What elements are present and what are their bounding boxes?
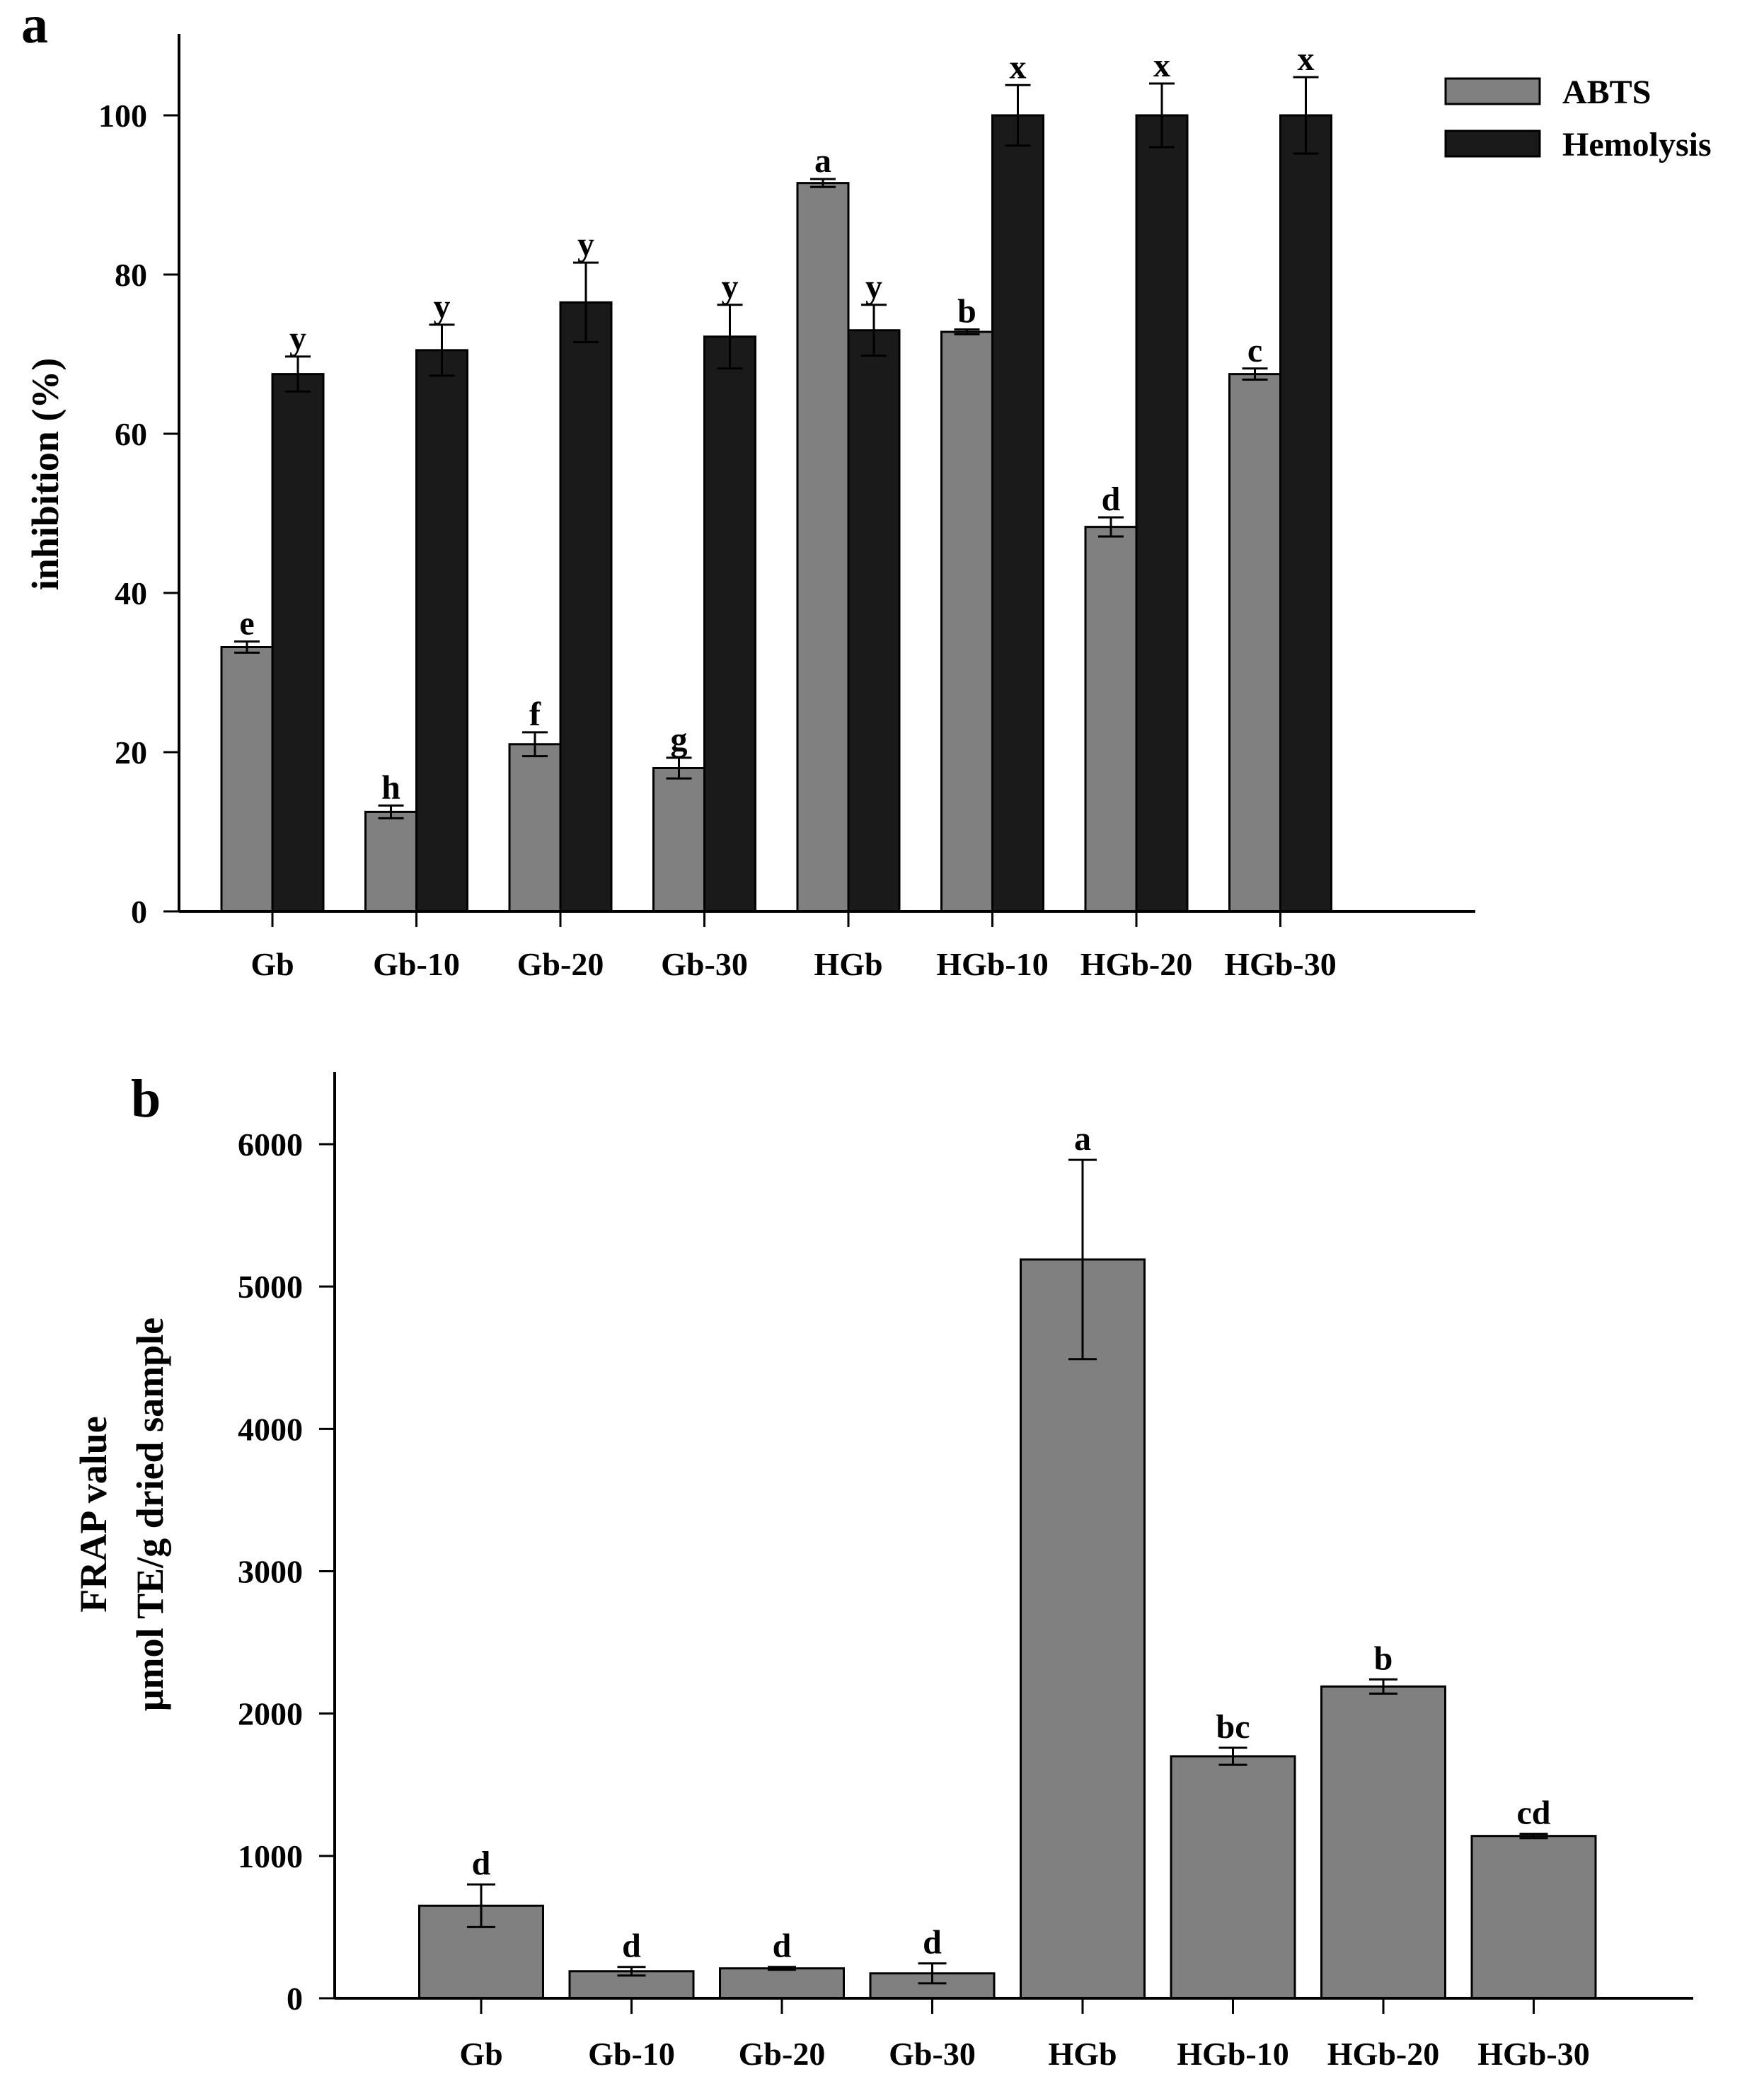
bar-hemolysis-gb-20 <box>559 301 613 913</box>
significance-label: d <box>1102 480 1121 518</box>
x-tick-label: HGb-10 <box>936 946 1048 982</box>
bar-hemolysis-gb <box>271 373 325 913</box>
legend-hemolysis-swatch <box>1444 129 1541 158</box>
y-tick-label: 0 <box>131 894 147 930</box>
y-tick-label: 20 <box>115 734 147 771</box>
bar-frap-gb-20 <box>719 1967 845 2000</box>
x-tick-label: Gb-30 <box>889 2036 976 2072</box>
x-tick-label: HGb-10 <box>1177 2036 1289 2072</box>
significance-label: bc <box>1216 1708 1250 1746</box>
x-tick-label: Gb-10 <box>588 2036 675 2072</box>
bar-abts-hgb <box>796 182 850 913</box>
bar-frap-hgb-10 <box>1170 1755 1296 2000</box>
significance-label: e <box>239 605 254 642</box>
y-tick-label: 5000 <box>238 1269 303 1305</box>
y-tick-label: 0 <box>287 1981 303 2017</box>
y-tick-label: 60 <box>115 416 147 452</box>
bar-abts-gb <box>220 646 274 913</box>
significance-label: c <box>1247 332 1262 369</box>
x-tick-label: Gb <box>250 946 294 982</box>
y-tick-label: 100 <box>98 98 147 134</box>
x-tick-label: Gb-20 <box>517 946 604 982</box>
significance-label: a <box>1074 1120 1091 1158</box>
panel-b-letter: b <box>131 1069 161 1129</box>
bar-frap-hgb-20 <box>1320 1685 1446 2000</box>
legend-abts-label: ABTS <box>1562 74 1651 111</box>
bar-hemolysis-gb-10 <box>415 349 468 913</box>
bar-hemolysis-gb-30 <box>703 335 756 913</box>
significance-label: y <box>722 268 739 306</box>
significance-label: y <box>289 320 306 357</box>
x-tick-label: Gb <box>459 2036 502 2072</box>
y-tick-label: 2000 <box>238 1696 303 1732</box>
y-tick-label: 80 <box>115 257 147 293</box>
significance-label: x <box>1153 47 1170 84</box>
bar-abts-hgb-30 <box>1228 373 1281 913</box>
significance-label: cd <box>1517 1794 1551 1832</box>
significance-label: d <box>773 1927 792 1965</box>
significance-label: d <box>923 1924 942 1961</box>
bar-abts-hgb-10 <box>940 330 993 913</box>
legend-hemolysis-label: Hemolysis <box>1562 126 1712 163</box>
x-tick-label: Gb-10 <box>373 946 460 982</box>
bar-hemolysis-hgb-30 <box>1279 114 1332 913</box>
panel-a-y-axis-title: inhibition (%) <box>24 358 67 591</box>
x-tick-label: Gb-20 <box>739 2036 826 2072</box>
x-tick-label: Gb-30 <box>661 946 748 982</box>
bar-abts-gb-10 <box>364 810 417 913</box>
bar-abts-gb-30 <box>652 767 705 913</box>
y-tick-label: 40 <box>115 575 147 611</box>
significance-label: y <box>577 226 594 263</box>
panel-b-y-axis-title-line2: μmol TE/g dried sample <box>129 1318 171 1711</box>
y-tick-label: 3000 <box>238 1554 303 1590</box>
x-tick-label: HGb-20 <box>1080 946 1192 982</box>
bar-frap-hgb <box>1020 1258 1146 2000</box>
significance-label: b <box>1374 1640 1393 1677</box>
panel-b-y-axis-title-line1: FRAP value <box>72 1416 115 1613</box>
x-tick-label: HGb <box>814 946 882 982</box>
bar-hemolysis-hgb-20 <box>1135 114 1189 913</box>
y-tick-label: 6000 <box>238 1126 303 1163</box>
significance-label: h <box>381 768 400 806</box>
significance-label: f <box>529 696 541 733</box>
significance-label: g <box>671 721 688 759</box>
significance-label: x <box>1010 48 1027 86</box>
y-tick-label: 4000 <box>238 1411 303 1447</box>
x-tick-label: HGb-20 <box>1327 2036 1439 2072</box>
y-tick-label: 1000 <box>238 1838 303 1874</box>
bar-abts-gb-20 <box>508 743 562 913</box>
panel-a-legend: ABTS Hemolysis <box>1444 74 1712 163</box>
significance-label: a <box>814 142 831 180</box>
bar-frap-hgb-30 <box>1470 1835 1597 2000</box>
panel-b-chart: b FRAP value μmol TE/g dried sample d d d d… <box>72 1069 1693 2072</box>
significance-label: y <box>865 268 882 306</box>
x-tick-label: HGb-30 <box>1224 946 1336 982</box>
legend-abts-swatch <box>1444 77 1541 105</box>
bar-abts-hgb-20 <box>1084 526 1138 913</box>
panel-a-letter: a <box>21 0 48 54</box>
significance-label: x <box>1298 40 1315 78</box>
bar-hemolysis-hgb-10 <box>991 114 1044 913</box>
significance-label: d <box>472 1845 491 1882</box>
significance-label: b <box>957 293 976 330</box>
panel-a-chart: a inhibition (%) e y h y f y g y a y b x d x c x Gb Gb-1… <box>21 0 1712 982</box>
x-tick-label: HGb-30 <box>1477 2036 1589 2072</box>
bar-hemolysis-hgb <box>847 329 901 913</box>
significance-label: y <box>434 288 451 325</box>
x-tick-label: HGb <box>1048 2036 1117 2072</box>
significance-label: d <box>622 1927 641 1965</box>
